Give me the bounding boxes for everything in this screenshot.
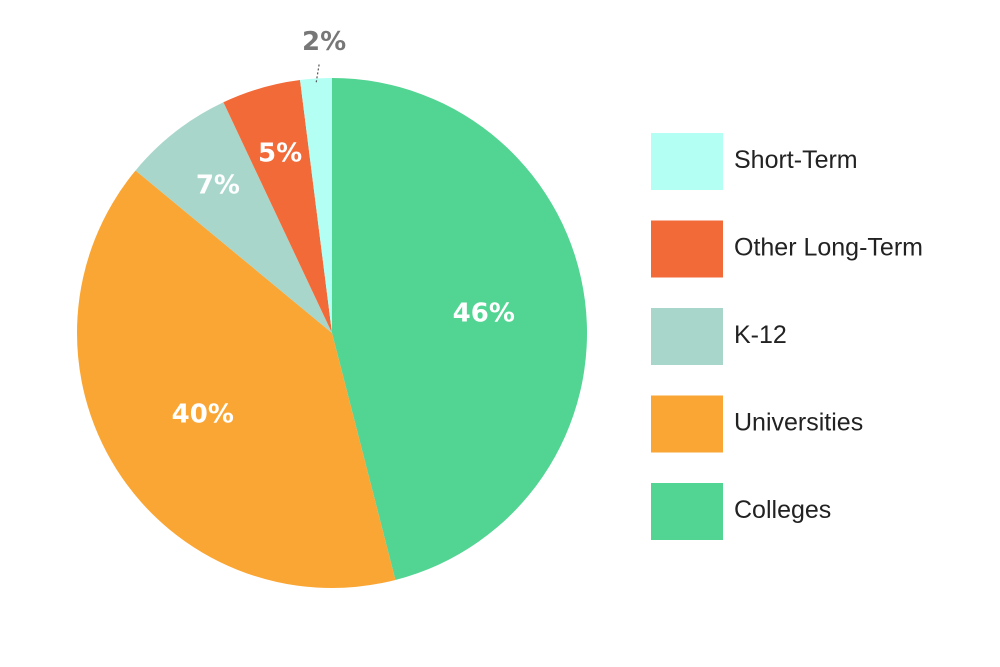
- slice-short-term: [300, 78, 332, 333]
- legend-item-k-12: K-12: [651, 308, 787, 365]
- legend-label-other-long-term: Other Long-Term: [734, 234, 923, 262]
- slice-label-other-long-term: 5%: [258, 139, 302, 169]
- slice-label-colleges: 46%: [453, 298, 515, 328]
- legend-label-short-term: Short-Term: [734, 146, 858, 174]
- slice-k-12: [135, 102, 332, 334]
- slice-label-universities: 40%: [172, 400, 234, 430]
- leader-line-short-term: [315, 64, 320, 83]
- slice-label-short-term: 2%: [302, 27, 346, 57]
- legend-item-short-term: Short-Term: [651, 133, 858, 190]
- legend-item-colleges: Colleges: [651, 483, 831, 540]
- slice-label-k-12: 7%: [196, 170, 240, 200]
- legend-swatch-short-term: [651, 133, 723, 190]
- legend-item-other-long-term: Other Long-Term: [651, 220, 923, 278]
- legend-label-colleges: Colleges: [734, 496, 831, 524]
- slice-colleges: [332, 78, 588, 580]
- legend-label-universities: Universities: [734, 409, 863, 437]
- pie-slices: [77, 78, 588, 589]
- slice-other-long-term: [223, 80, 332, 333]
- legend-swatch-universities: [651, 395, 723, 453]
- slice-universities: [77, 170, 396, 589]
- legend-swatch-colleges: [651, 483, 723, 540]
- slice-labels: 46% 40% 7% 5% 2%: [172, 27, 515, 429]
- legend-swatch-k-12: [651, 308, 723, 365]
- legend-swatch-other-long-term: [651, 220, 723, 278]
- legend-item-universities: Universities: [651, 395, 863, 453]
- legend: Short-Term Other Long-Term K-12 Universitie…: [651, 133, 923, 540]
- legend-label-k-12: K-12: [734, 321, 787, 349]
